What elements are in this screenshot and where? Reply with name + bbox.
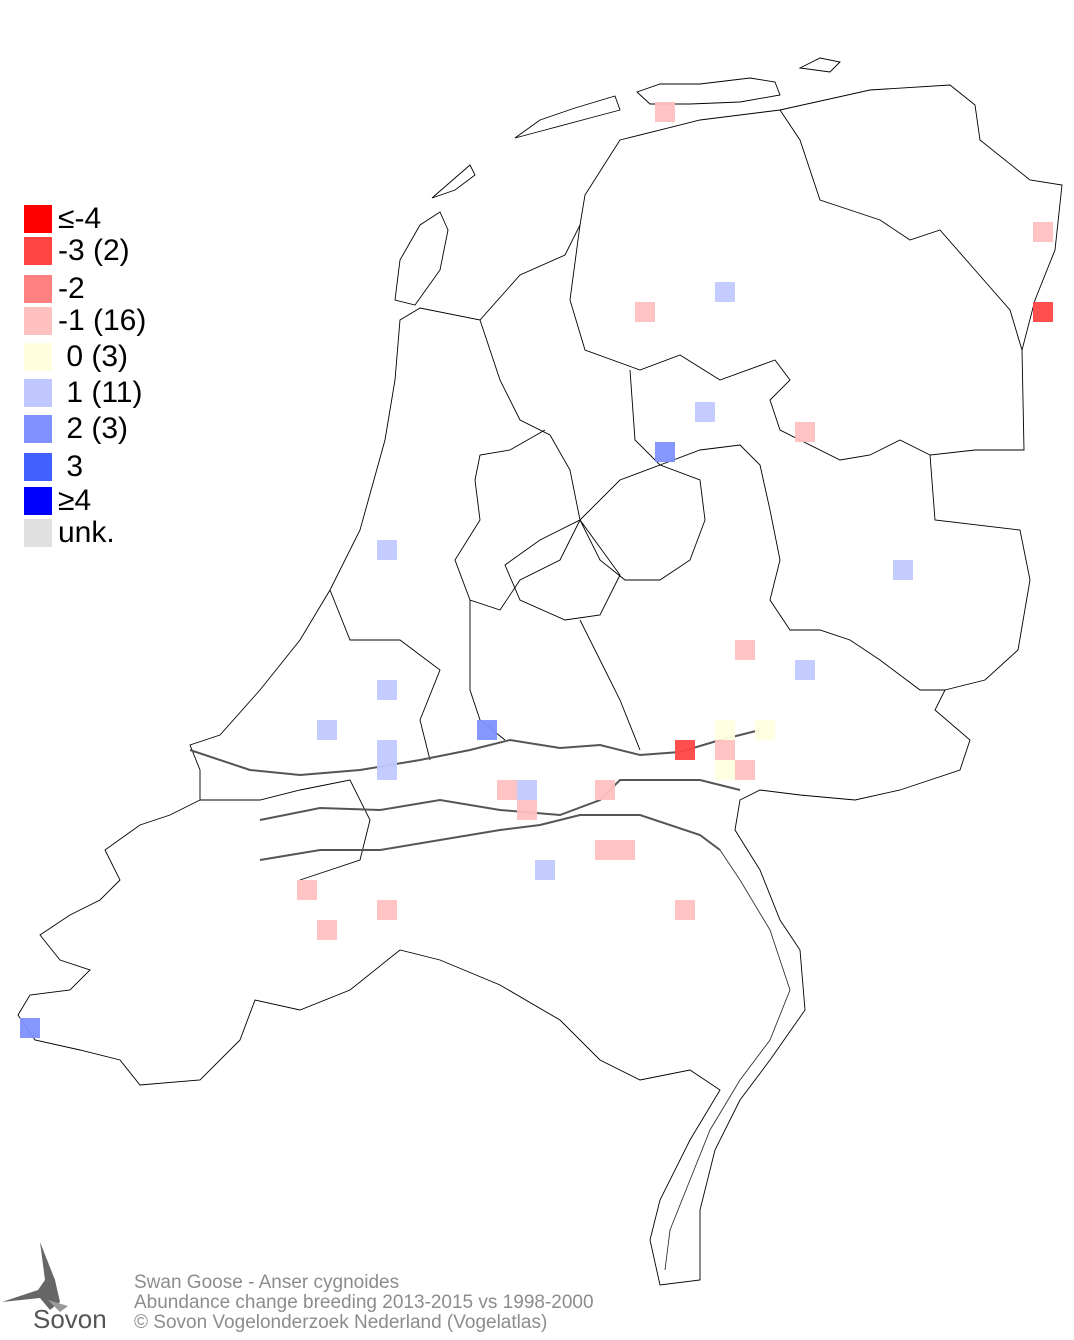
legend-swatch bbox=[24, 205, 52, 233]
legend-label: 2 (3) bbox=[58, 412, 129, 445]
legend-item: 0 (3) bbox=[24, 342, 128, 372]
legend-label: -1 (16) bbox=[58, 304, 147, 337]
legend-label: 3 bbox=[58, 450, 84, 483]
legend-item: 3 bbox=[24, 452, 83, 482]
grid-cell bbox=[675, 900, 695, 920]
grid-cell bbox=[477, 720, 497, 740]
ijsselmeer-shore bbox=[454, 319, 581, 611]
grid-cell bbox=[893, 560, 913, 580]
logo-text: Sovon bbox=[33, 1304, 107, 1334]
grid-cell bbox=[795, 422, 815, 442]
grid-cell bbox=[1033, 302, 1053, 322]
grid-cell bbox=[517, 780, 537, 800]
grid-cell bbox=[715, 282, 735, 302]
legend-item: -3 (2) bbox=[24, 236, 130, 266]
grid-cell bbox=[655, 442, 675, 462]
legend-label: -3 (2) bbox=[58, 234, 130, 267]
wadden-islands bbox=[394, 57, 841, 306]
species-name: Swan Goose - Anser cygnoides bbox=[134, 1272, 400, 1293]
grid-cell bbox=[695, 402, 715, 422]
grid-cell bbox=[615, 840, 635, 860]
grid-cell bbox=[377, 740, 397, 760]
grid-cell bbox=[635, 302, 655, 322]
legend-swatch bbox=[24, 307, 52, 335]
grid-cell bbox=[517, 800, 537, 820]
legend-label: 0 (3) bbox=[58, 340, 129, 373]
country-outline bbox=[17, 57, 1063, 1286]
legend-label: unk. bbox=[58, 516, 115, 549]
province-borders bbox=[200, 109, 1023, 881]
legend-item: ≤-4 bbox=[24, 204, 101, 234]
legend-swatch bbox=[24, 343, 52, 371]
mainland-outline bbox=[17, 84, 1063, 1286]
legend-swatch bbox=[24, 453, 52, 481]
legend-swatch bbox=[24, 519, 52, 547]
legend-swatch bbox=[24, 275, 52, 303]
swallow-icon bbox=[2, 1242, 60, 1310]
grid-cell bbox=[675, 740, 695, 760]
legend-item: ≥4 bbox=[24, 486, 91, 516]
grid-cell bbox=[497, 780, 517, 800]
legend-item: -1 (16) bbox=[24, 306, 146, 336]
grid-cell bbox=[377, 540, 397, 560]
grid-cell bbox=[317, 920, 337, 940]
legend-label: -2 bbox=[58, 272, 85, 305]
grid-cell bbox=[755, 720, 775, 740]
grid-cell bbox=[735, 760, 755, 780]
grid-cell bbox=[595, 780, 615, 800]
maas-river bbox=[664, 849, 791, 1271]
map-subtitle: Abundance change breeding 2013-2015 vs 1… bbox=[134, 1292, 594, 1313]
grid-cell bbox=[20, 1018, 40, 1038]
flevoland bbox=[504, 464, 706, 621]
grid-cell bbox=[1033, 222, 1053, 242]
grid-cell bbox=[715, 740, 735, 760]
legend-swatch bbox=[24, 487, 52, 515]
legend-label: ≥4 bbox=[58, 484, 92, 517]
legend-label: 1 (11) bbox=[58, 376, 143, 409]
legend-item: -2 bbox=[24, 274, 85, 304]
grid-cell bbox=[535, 860, 555, 880]
sovon-logo: Sovon bbox=[2, 1242, 107, 1334]
grid-cell bbox=[377, 680, 397, 700]
grid-cell bbox=[655, 102, 675, 122]
grid-cell bbox=[595, 840, 615, 860]
legend-item: 2 (3) bbox=[24, 414, 128, 444]
legend-swatch bbox=[24, 237, 52, 265]
grid-cell bbox=[317, 720, 337, 740]
grid-cell bbox=[377, 760, 397, 780]
grid-cell bbox=[715, 720, 735, 740]
legend-item: 1 (11) bbox=[24, 378, 142, 408]
grid-cells bbox=[20, 102, 1053, 1038]
copyright: © Sovon Vogelonderzoek Nederland (Vogela… bbox=[134, 1312, 548, 1333]
map-caption: Swan Goose - Anser cygnoides Abundance c… bbox=[134, 1273, 594, 1333]
rivers bbox=[189, 729, 761, 861]
grid-cell bbox=[735, 640, 755, 660]
grid-cell bbox=[297, 880, 317, 900]
legend-label: ≤-4 bbox=[58, 202, 102, 235]
grid-cell bbox=[377, 900, 397, 920]
legend-swatch bbox=[24, 415, 52, 443]
legend-swatch bbox=[24, 379, 52, 407]
grid-cell bbox=[795, 660, 815, 680]
grid-cell bbox=[715, 760, 735, 780]
legend-item: unk. bbox=[24, 518, 115, 548]
